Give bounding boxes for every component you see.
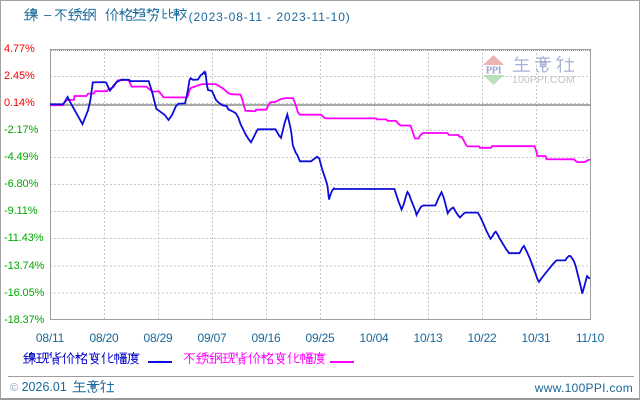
svg-text:PPI: PPI <box>486 66 502 77</box>
